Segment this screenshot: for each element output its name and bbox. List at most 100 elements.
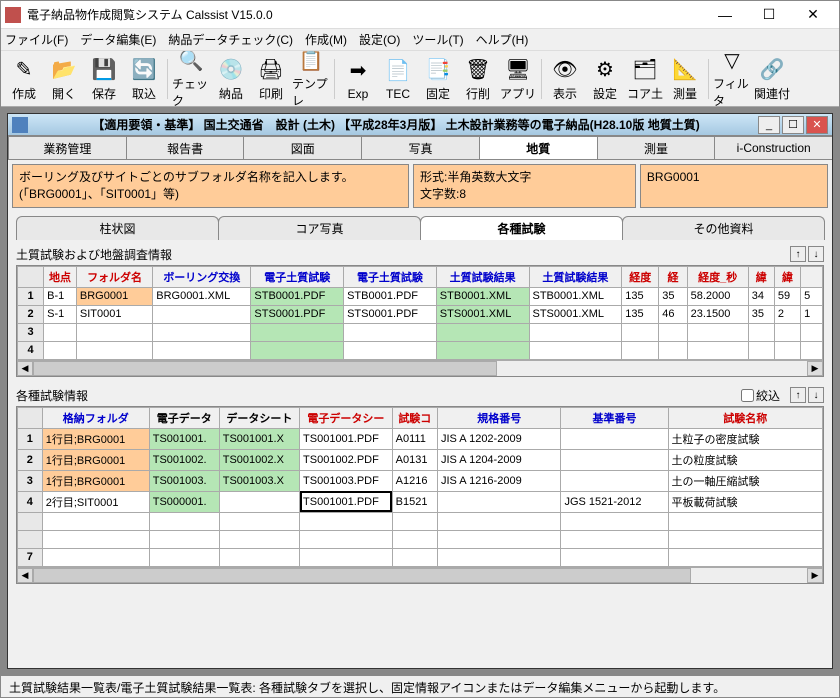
tab-地質[interactable]: 地質: [479, 136, 598, 159]
cell[interactable]: [42, 512, 149, 530]
cell[interactable]: [668, 530, 822, 548]
toolbar-開く[interactable]: 📂開く: [45, 53, 83, 105]
cell[interactable]: B-1: [44, 287, 77, 305]
cell[interactable]: [687, 323, 748, 341]
cell[interactable]: [344, 341, 437, 359]
minimize-button[interactable]: —: [703, 2, 747, 28]
cell[interactable]: [219, 512, 299, 530]
toolbar-表示[interactable]: 👁表示: [546, 53, 584, 105]
menu-item[interactable]: ヘルプ(H): [476, 31, 529, 48]
toolbar-納品[interactable]: 💿納品: [212, 53, 250, 105]
cell[interactable]: 土粒子の密度試験: [668, 428, 822, 449]
cell[interactable]: [219, 530, 299, 548]
cell[interactable]: BRG0001: [76, 287, 152, 305]
toolbar-設定[interactable]: ⚙設定: [586, 53, 624, 105]
cell[interactable]: [801, 341, 823, 359]
cell[interactable]: TS001003.X: [219, 470, 299, 491]
grid2[interactable]: 格納フォルダ電子データデータシート電子データシー試験コ規格番号基準番号試験名称1…: [16, 406, 824, 584]
cell[interactable]: A0131: [392, 449, 437, 470]
cell[interactable]: [687, 341, 748, 359]
cell[interactable]: [774, 323, 800, 341]
menu-item[interactable]: 納品データチェック(C): [168, 31, 293, 48]
grid2-hscroll[interactable]: ◀▶: [17, 567, 823, 583]
toolbar-行削[interactable]: 🗑行削: [459, 53, 497, 105]
filter-checkbox[interactable]: [741, 389, 754, 402]
cell[interactable]: [300, 530, 393, 548]
cell[interactable]: 135: [622, 287, 659, 305]
cell[interactable]: JIS A 1204-2009: [437, 449, 561, 470]
cell[interactable]: [437, 491, 561, 512]
cell[interactable]: [42, 530, 149, 548]
cell[interactable]: B1521: [392, 491, 437, 512]
grid1[interactable]: 地点フォルダ名ボーリング交換電子土質試験電子土質試験土質試験結果土質試験結果経度…: [16, 265, 824, 377]
cell[interactable]: [344, 323, 437, 341]
cell[interactable]: [436, 341, 529, 359]
cell[interactable]: [437, 512, 561, 530]
cell[interactable]: 1行目;BRG0001: [42, 449, 149, 470]
cell[interactable]: TS000001.: [149, 491, 219, 512]
cell[interactable]: [300, 548, 393, 566]
cell[interactable]: STB0001.XML: [436, 287, 529, 305]
cell[interactable]: BRG0001.XML: [153, 287, 251, 305]
cell[interactable]: [561, 449, 668, 470]
cell[interactable]: TS001003.PDF: [300, 470, 393, 491]
tab-測量[interactable]: 測量: [597, 136, 716, 159]
cell[interactable]: [153, 305, 251, 323]
cell[interactable]: 2: [774, 305, 800, 323]
cell[interactable]: TS001002.: [149, 449, 219, 470]
tab-業務管理[interactable]: 業務管理: [8, 136, 127, 159]
cell[interactable]: [153, 323, 251, 341]
cell[interactable]: [392, 530, 437, 548]
cell[interactable]: [659, 323, 687, 341]
cell[interactable]: STS0001.PDF: [344, 305, 437, 323]
cell[interactable]: [436, 323, 529, 341]
toolbar-コア土[interactable]: 🗂コア土: [626, 53, 664, 105]
cell[interactable]: [659, 341, 687, 359]
child-maximize-button[interactable]: ☐: [782, 116, 804, 134]
cell[interactable]: 5: [801, 287, 823, 305]
cell[interactable]: A1216: [392, 470, 437, 491]
menu-item[interactable]: データ編集(E): [80, 31, 156, 48]
toolbar-フィルタ[interactable]: ▽フィルタ: [713, 53, 751, 105]
subtab-その他資料[interactable]: その他資料: [622, 216, 825, 240]
cell[interactable]: [529, 323, 622, 341]
cell[interactable]: [622, 341, 659, 359]
cell[interactable]: [561, 512, 668, 530]
cell[interactable]: STS0001.XML: [529, 305, 622, 323]
cell[interactable]: 土の粒度試験: [668, 449, 822, 470]
cell[interactable]: [76, 323, 152, 341]
cell[interactable]: 1行目;BRG0001: [42, 428, 149, 449]
tab-図面[interactable]: 図面: [243, 136, 362, 159]
tab-写真[interactable]: 写真: [361, 136, 480, 159]
cell[interactable]: [392, 548, 437, 566]
cell[interactable]: [149, 512, 219, 530]
tab-i-Construction[interactable]: i-Construction: [714, 136, 833, 159]
cell[interactable]: [437, 548, 561, 566]
toolbar-測量[interactable]: 📐測量: [666, 53, 704, 105]
cell[interactable]: [153, 341, 251, 359]
close-button[interactable]: ✕: [791, 2, 835, 28]
cell[interactable]: [529, 341, 622, 359]
cell[interactable]: 58.2000: [687, 287, 748, 305]
cell[interactable]: [774, 341, 800, 359]
cell[interactable]: TS001003.: [149, 470, 219, 491]
toolbar-印刷[interactable]: 🖨印刷: [252, 53, 290, 105]
cell[interactable]: [561, 470, 668, 491]
menu-item[interactable]: ファイル(F): [5, 31, 68, 48]
cell[interactable]: 46: [659, 305, 687, 323]
cell[interactable]: STB0001.PDF: [251, 287, 344, 305]
cell[interactable]: [149, 530, 219, 548]
grid1-btn-up[interactable]: ↑: [790, 246, 806, 262]
cell[interactable]: TS001001.PDF: [300, 491, 393, 512]
cell[interactable]: TS001001.X: [219, 428, 299, 449]
cell[interactable]: 1行目;BRG0001: [42, 470, 149, 491]
cell[interactable]: [300, 512, 393, 530]
maximize-button[interactable]: ☐: [747, 2, 791, 28]
cell[interactable]: [668, 512, 822, 530]
cell[interactable]: [251, 341, 344, 359]
cell[interactable]: 土の一軸圧縮試験: [668, 470, 822, 491]
cell[interactable]: [76, 341, 152, 359]
grid1-btn-down[interactable]: ↓: [808, 246, 824, 262]
menu-item[interactable]: 作成(M): [305, 31, 347, 48]
cell[interactable]: [149, 548, 219, 566]
